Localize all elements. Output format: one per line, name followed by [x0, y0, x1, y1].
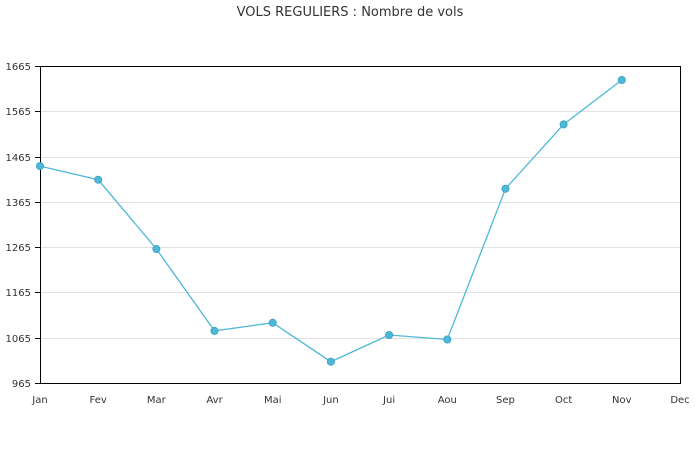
data-point[interactable]: [210, 326, 219, 335]
y-tick-label: 965: [12, 379, 31, 390]
data-point[interactable]: [501, 184, 510, 193]
series-layer: [36, 76, 626, 366]
x-tick-label: Mai: [264, 395, 282, 406]
data-point[interactable]: [152, 244, 161, 253]
x-tick-label: Oct: [555, 395, 572, 406]
y-tick-label: 1165: [6, 288, 31, 299]
x-axis: Jan Fev Mar Avr Mai Jun Jui Aou Sep Oct Nov Dec: [31, 395, 689, 406]
data-point[interactable]: [94, 175, 103, 184]
y-tick-label: 1065: [6, 334, 31, 345]
series-line: [39, 79, 623, 363]
y-tick-label: 1665: [6, 62, 31, 73]
data-point[interactable]: [326, 357, 335, 366]
x-tick-label: Jan: [31, 395, 47, 406]
chart-title: VOLS REGULIERS : Nombre de vols: [236, 5, 464, 20]
data-point[interactable]: [268, 318, 277, 327]
x-tick-label: Fev: [90, 395, 107, 406]
data-point[interactable]: [559, 120, 568, 129]
y-axis: 965 1065 1165 1265 1365 1465 1565 1665: [6, 62, 40, 390]
x-tick-label: Nov: [612, 395, 632, 406]
x-tick-label: Aou: [438, 395, 457, 406]
x-tick-label: Avr: [206, 395, 223, 406]
y-tick-label: 1465: [6, 153, 31, 164]
plot-area-frame: [40, 66, 681, 384]
x-tick-label: Jui: [382, 395, 395, 406]
y-tick-label: 1565: [6, 107, 31, 118]
x-tick-label: Mar: [147, 395, 167, 406]
y-tick-label: 1365: [6, 198, 31, 209]
y-tick-label: 1265: [6, 243, 31, 254]
x-tick-label: Sep: [496, 395, 515, 406]
data-point[interactable]: [36, 162, 45, 171]
x-tick-label: Dec: [670, 395, 689, 406]
data-point[interactable]: [443, 335, 452, 344]
data-point[interactable]: [385, 330, 394, 339]
x-tick-label: Jun: [322, 395, 339, 406]
data-point[interactable]: [617, 76, 626, 85]
